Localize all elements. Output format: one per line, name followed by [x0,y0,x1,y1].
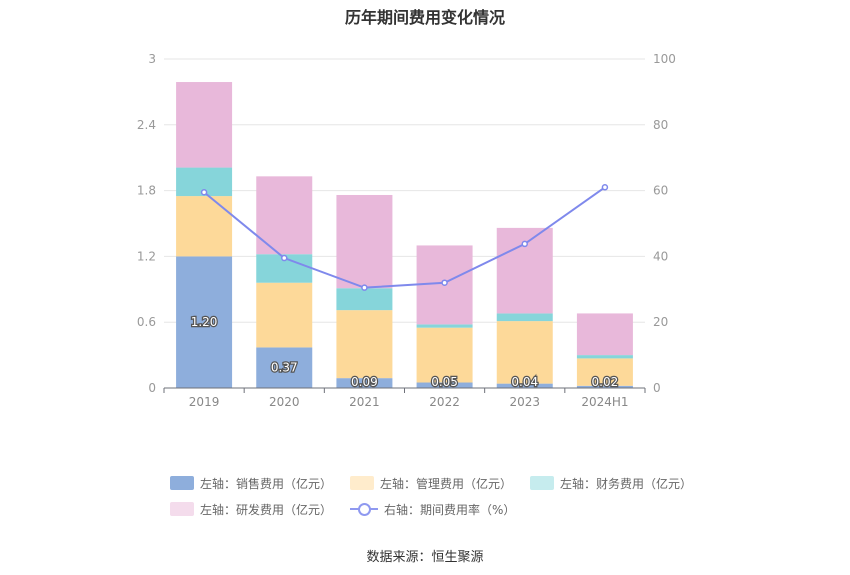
legend-swatch-rnd [170,502,194,516]
legend-item-sales[interactable]: 左轴：销售费用（亿元） [170,475,332,492]
bar-2020-s1 [256,282,313,348]
bar-2023-s2 [496,313,553,322]
bar-2021-s2 [336,288,393,311]
right-tick-40: 40 [653,249,668,263]
legend-item-rate[interactable]: 右轴：期间费用率（%） [350,501,515,518]
bars [176,82,633,388]
legend-row-1: 左轴：销售费用（亿元） 左轴：管理费用（亿元） 左轴：财务费用（亿元） [170,470,692,496]
left-tick-3: 3 [148,52,156,66]
bar-2020-s3 [256,176,313,255]
bar-2022-s1 [416,327,473,383]
legend-label-admin: 左轴：管理费用（亿元） [380,476,513,491]
bar-2021-s3 [336,194,393,289]
bar-2021-s0 [336,378,393,388]
left-tick-1.8: 1.8 [137,184,156,198]
x-tick-2019: 2019 [189,395,220,409]
rate-line [200,184,609,291]
bar-2020-s0 [256,347,313,388]
bar-label-2024H1: 0.02 [592,375,619,389]
axes: 0 0.6 1.2 1.8 2.4 3 0 20 40 60 80 100 2019 2020 2021 20… [137,52,676,409]
rate-polyline [203,186,606,289]
legend-item-finance[interactable]: 左轴：财务费用（亿元） [530,475,692,492]
right-tick-80: 80 [653,118,668,132]
left-tick-0.6: 0.6 [137,315,156,329]
data-source: 数据来源：恒生聚源 [366,550,484,565]
legend-swatch-sales [170,476,194,490]
bar-2021-s1 [336,310,393,379]
legend: 左轴：销售费用（亿元） 左轴：管理费用（亿元） 左轴：财务费用（亿元） 左轴：研… [170,470,692,522]
x-tick-2023: 2023 [509,395,540,409]
bar-2024H1-s0 [576,385,633,388]
bar-labels: 1.20 0.37 0.09 0.05 0.04 0.02 [189,314,619,390]
legend-swatch-admin [350,476,375,490]
rate-point-2019 [200,188,208,196]
left-tick-1.2: 1.2 [137,249,156,263]
rate-point-2021 [361,284,368,291]
legend-swatch-rate [350,502,379,516]
rate-point-2023 [521,240,528,248]
rate-point-2020 [281,254,288,262]
bar-2022-s0 [416,382,473,388]
bar-2024H1-s2 [576,355,633,359]
gridlines [164,58,645,323]
bar-2019-s3 [176,82,233,168]
rate-point-2024H1 [601,184,609,191]
right-tick-100: 100 [653,52,676,66]
legend-label-finance: 左轴：财务费用（亿元） [560,476,693,491]
bar-2023-s1 [496,321,553,384]
right-tick-0: 0 [653,381,661,395]
legend-label-rnd: 左轴：研发费用（亿元） [200,502,333,517]
x-tick-2020: 2020 [269,395,300,409]
x-tick-2024H1: 2024H1 [581,395,628,409]
bar-2024H1-s1 [576,358,633,386]
bar-label-2019: 1.20 [191,315,218,329]
legend-swatch-finance [530,476,555,490]
legend-item-admin[interactable]: 左轴：管理费用（亿元） [350,475,512,492]
left-tick-2.4: 2.4 [137,118,156,132]
legend-row-2: 左轴：研发费用（亿元） 右轴：期间费用率（%） [170,496,690,522]
legend-item-rnd[interactable]: 左轴：研发费用（亿元） [170,501,332,518]
right-tick-20: 20 [653,315,668,329]
legend-label-rate: 右轴：期间费用率（%） [384,502,516,517]
bar-label-2023: 0.04 [511,375,538,389]
rate-point-2022 [441,279,448,286]
bar-2023-s0 [496,383,553,388]
x-tick-2021: 2021 [349,395,380,409]
x-tick-2022: 2022 [429,395,460,409]
bar-2019-s1 [176,196,233,257]
bar-2022-s2 [416,324,473,328]
legend-label-sales: 左轴：销售费用（亿元） [200,476,333,491]
left-tick-0: 0 [148,381,156,395]
bar-label-2022: 0.05 [431,375,458,389]
bar-label-2021: 0.09 [351,375,378,389]
chart-title: 历年期间费用变化情况 [344,8,505,27]
right-tick-60: 60 [653,184,668,198]
bar-2024H1-s3 [576,313,633,356]
bar-label-2020: 0.37 [271,361,298,375]
bar-2019-s0 [176,256,233,388]
